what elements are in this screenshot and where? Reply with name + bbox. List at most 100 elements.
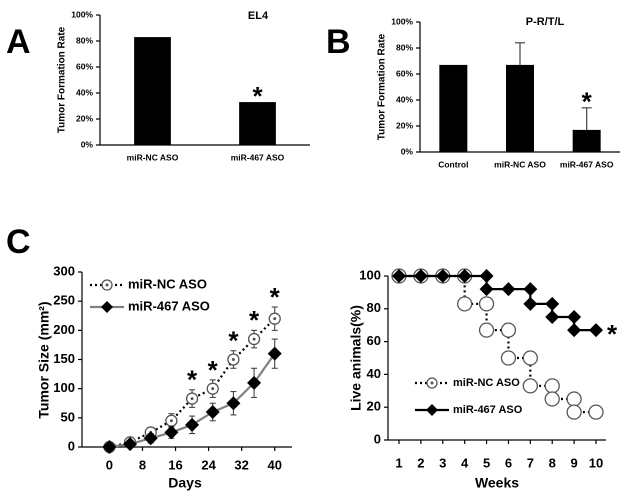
marker (567, 323, 582, 338)
series-line (399, 274, 596, 414)
significance-mark: * (582, 87, 593, 117)
marker (500, 322, 517, 338)
x-tick-label: 32 (234, 457, 248, 472)
panel-label: B (326, 23, 351, 61)
chart-title: P-R/T/L (526, 16, 565, 28)
y-tick-label: 0 (68, 438, 75, 453)
marker (164, 425, 179, 440)
x-tick-label: miR-NC ASO (494, 159, 546, 169)
x-tick-label: 24 (201, 457, 216, 472)
significance-mark: * (187, 365, 198, 395)
bar (572, 129, 601, 152)
marker (457, 269, 472, 283)
bar (506, 64, 534, 152)
marker (185, 417, 200, 432)
marker (392, 269, 406, 283)
x-tick-label: 1 (395, 455, 402, 470)
y-tick-label: 0 (374, 431, 381, 446)
significance-mark: * (607, 319, 618, 349)
marker (545, 310, 560, 324)
marker (544, 378, 560, 394)
significance-mark: * (249, 305, 260, 335)
y-tick-label: 250 (53, 293, 75, 308)
x-tick-label: 6 (505, 455, 512, 470)
x-axis-label: Days (168, 475, 202, 491)
y-axis-label: Tumor Formation Rate (377, 33, 388, 140)
x-tick-label: miR-467 ASO (560, 159, 614, 169)
y-tick-label: 40% (396, 94, 413, 104)
marker (205, 405, 220, 419)
series-line (109, 317, 276, 449)
marker-dot (190, 397, 194, 401)
y-tick-label: 20 (367, 399, 381, 414)
x-tick-label: 8 (139, 457, 146, 472)
legend-marker (426, 404, 438, 416)
marker (479, 282, 494, 297)
x-tick-label: miR-467 ASO (231, 152, 285, 162)
x-tick-label: 3 (439, 455, 446, 470)
x-tick-label: 0 (106, 457, 113, 472)
y-tick-label: 80 (367, 300, 381, 315)
legend-label: miR-NC ASO (453, 377, 520, 389)
marker (478, 296, 495, 312)
marker (123, 437, 138, 452)
legend-label: miR-467 ASO (453, 404, 523, 416)
marker (247, 375, 262, 390)
x-tick-label: 2 (417, 455, 424, 470)
marker-dot (273, 317, 277, 321)
y-tick-label: 80% (76, 35, 93, 45)
legend-label: miR-NC ASO (128, 276, 207, 291)
y-tick-label: 100% (391, 16, 413, 26)
y-tick-label: 20% (76, 113, 93, 123)
marker-dot (252, 337, 256, 341)
marker (102, 440, 117, 454)
legend-marker (101, 301, 113, 313)
y-axis-label: Live animals(%) (348, 305, 364, 411)
marker (479, 269, 494, 283)
y-tick-label: 40 (367, 366, 381, 381)
x-tick-label: 7 (527, 455, 534, 470)
y-tick-label: 80% (396, 42, 413, 52)
marker (522, 378, 538, 394)
marker (567, 310, 582, 324)
x-tick-label: 8 (549, 455, 556, 470)
x-tick-label: 4 (461, 455, 469, 470)
significance-mark: * (252, 81, 263, 111)
y-tick-label: 60% (396, 68, 413, 78)
chart-title: EL4 (248, 10, 269, 22)
marker (435, 269, 450, 283)
y-tick-label: 50 (61, 409, 75, 424)
y-axis-label: Tumor Size (mm²) (36, 301, 52, 418)
significance-mark: * (228, 326, 239, 356)
y-tick-label: 60% (76, 61, 93, 71)
legend-marker-dot (430, 381, 434, 385)
marker (588, 404, 604, 420)
bar (134, 37, 171, 145)
y-tick-label: 20% (396, 120, 413, 130)
marker (413, 269, 428, 283)
x-axis-label: Weeks (475, 475, 519, 491)
x-tick-label: 5 (483, 455, 490, 470)
marker (457, 296, 473, 312)
y-tick-label: 200 (53, 322, 75, 337)
marker (544, 391, 560, 407)
x-tick-label: Control (438, 159, 468, 169)
y-tick-label: 100 (53, 380, 75, 395)
marker (143, 431, 158, 446)
y-tick-label: 0% (401, 146, 414, 156)
marker (267, 346, 282, 361)
marker (522, 350, 538, 366)
marker (501, 282, 516, 297)
panel-label: A (6, 23, 31, 61)
marker (500, 350, 517, 366)
panel-label: C (6, 223, 31, 261)
marker-dot (169, 419, 173, 423)
legend-marker-dot (105, 283, 109, 287)
legend-label: miR-467 ASO (128, 298, 210, 313)
bar (239, 102, 276, 145)
significance-mark: * (208, 355, 219, 385)
marker (523, 296, 538, 311)
x-tick-label: 16 (168, 457, 182, 472)
y-tick-label: 100% (71, 9, 93, 19)
